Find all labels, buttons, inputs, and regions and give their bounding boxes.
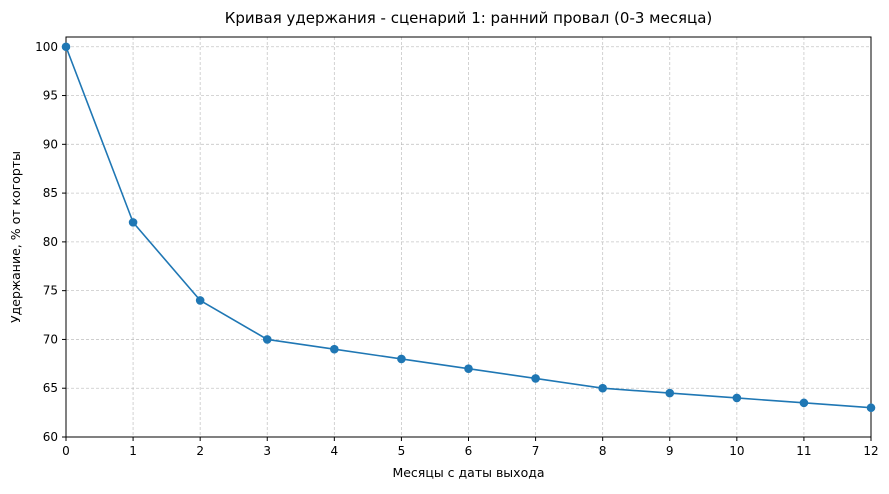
data-point [464, 364, 473, 374]
x-tick-label: 12 [863, 444, 878, 458]
y-tick-label: 100 [35, 40, 58, 54]
y-tick-label: 85 [43, 186, 58, 200]
data-point [665, 388, 675, 398]
data-point [732, 393, 742, 403]
data-point [61, 42, 71, 52]
x-tick-label: 2 [196, 444, 204, 458]
data-point [866, 403, 876, 413]
x-tick-label: 11 [796, 444, 811, 458]
y-tick-label: 65 [43, 381, 58, 395]
grid [65, 37, 872, 438]
x-tick-label: 4 [331, 444, 339, 458]
labels: Кривая удержания - сценарий 1: ранний пр… [8, 9, 712, 480]
x-tick-label: 5 [398, 444, 406, 458]
y-tick-label: 75 [43, 284, 58, 298]
y-tick-label: 95 [43, 89, 58, 103]
x-tick-label: 7 [532, 444, 540, 458]
data-point [195, 296, 205, 305]
data-point [531, 374, 540, 383]
data-point [128, 218, 138, 227]
chart-title: Кривая удержания - сценарий 1: ранний пр… [225, 9, 713, 27]
data-point [330, 344, 339, 354]
data-point [598, 383, 607, 393]
x-tick-label: 0 [62, 444, 70, 458]
y-axis-label: Удержание, % от когорты [8, 151, 23, 323]
x-tick-label: 8 [599, 444, 607, 458]
x-tick-label: 6 [465, 444, 473, 458]
series-layer [61, 42, 876, 413]
data-point [262, 335, 272, 344]
x-axis-label: Месяцы с даты выхода [392, 465, 544, 480]
x-tick-label: 9 [666, 444, 674, 458]
x-tick-label: 1 [129, 444, 137, 458]
x-tick-label: 10 [729, 444, 744, 458]
data-point [397, 354, 406, 364]
data-point [799, 398, 809, 408]
y-tick-label: 70 [43, 332, 58, 346]
x-tick-label: 3 [263, 444, 271, 458]
y-tick-label: 60 [43, 430, 58, 444]
y-tick-label: 90 [43, 137, 58, 151]
y-tick-label: 80 [43, 235, 58, 249]
